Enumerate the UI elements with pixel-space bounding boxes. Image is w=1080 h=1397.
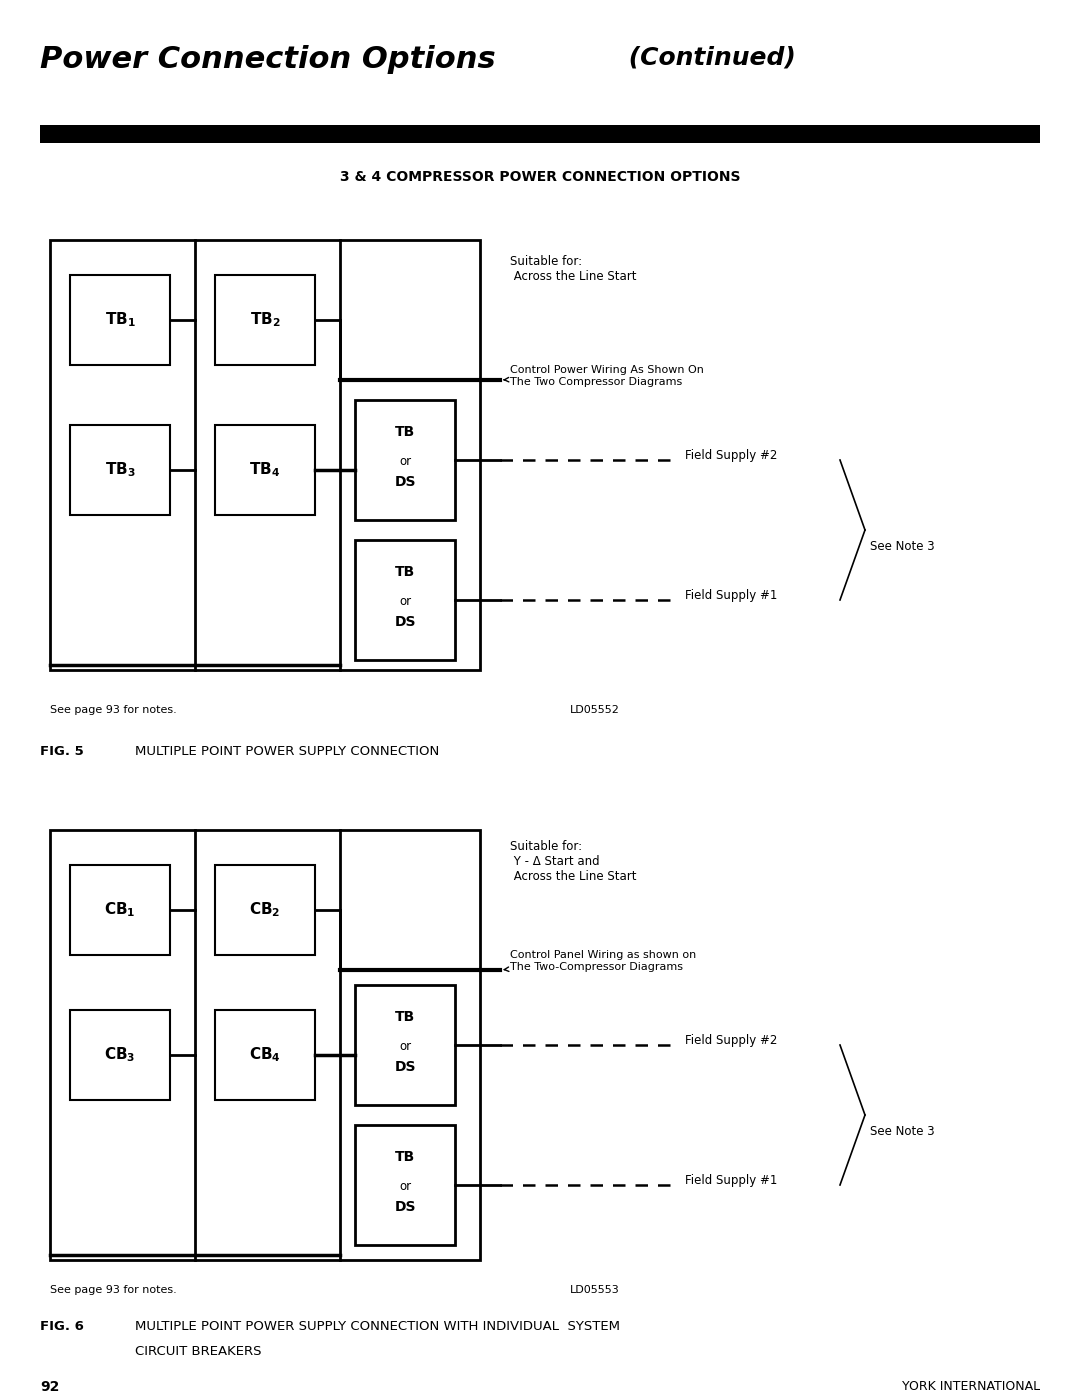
Text: Suitable for:
 Across the Line Start: Suitable for: Across the Line Start — [510, 256, 636, 284]
Text: $\mathbf{CB_4}$: $\mathbf{CB_4}$ — [249, 1045, 281, 1065]
Text: Control Power Wiring As Shown On
The Two Compressor Diagrams: Control Power Wiring As Shown On The Two… — [504, 365, 704, 387]
Text: TB: TB — [395, 1150, 415, 1164]
Text: $\mathbf{TB_3}$: $\mathbf{TB_3}$ — [105, 461, 135, 479]
Text: or: or — [399, 1180, 411, 1193]
Bar — [215, 1010, 315, 1099]
Text: LD05553: LD05553 — [570, 1285, 620, 1295]
Bar — [355, 541, 455, 659]
Text: TB: TB — [395, 425, 415, 439]
Text: TB: TB — [395, 1010, 415, 1024]
Bar — [70, 1010, 170, 1099]
Bar — [355, 985, 455, 1105]
Text: FIG. 6: FIG. 6 — [40, 1320, 84, 1333]
Bar — [215, 865, 315, 956]
Bar — [215, 275, 315, 365]
Text: (Continued): (Continued) — [620, 45, 796, 68]
Text: Field Supply #2: Field Supply #2 — [685, 1034, 778, 1046]
Text: DS: DS — [394, 615, 416, 629]
Text: See Note 3: See Note 3 — [870, 1125, 934, 1139]
Bar — [70, 425, 170, 515]
Text: or: or — [399, 595, 411, 608]
Text: DS: DS — [394, 1060, 416, 1074]
Bar — [40, 124, 1040, 142]
Bar — [50, 830, 480, 1260]
Text: $\mathbf{TB_2}$: $\mathbf{TB_2}$ — [249, 310, 281, 330]
Bar — [355, 400, 455, 520]
Text: $\mathbf{CB_1}$: $\mathbf{CB_1}$ — [104, 901, 136, 919]
Text: See page 93 for notes.: See page 93 for notes. — [50, 1285, 177, 1295]
Bar — [70, 865, 170, 956]
Text: $\mathbf{TB_1}$: $\mathbf{TB_1}$ — [105, 310, 135, 330]
Text: Power Connection Options: Power Connection Options — [40, 45, 496, 74]
Text: Control Panel Wiring as shown on
The Two-Compressor Diagrams: Control Panel Wiring as shown on The Two… — [504, 950, 697, 971]
Bar — [215, 425, 315, 515]
Text: $\mathbf{CB_3}$: $\mathbf{CB_3}$ — [105, 1045, 136, 1065]
Text: 92: 92 — [40, 1380, 59, 1394]
Text: YORK INTERNATIONAL: YORK INTERNATIONAL — [902, 1380, 1040, 1393]
Text: MULTIPLE POINT POWER SUPPLY CONNECTION WITH INDIVIDUAL  SYSTEM: MULTIPLE POINT POWER SUPPLY CONNECTION W… — [135, 1320, 620, 1333]
Text: Field Supply #1: Field Supply #1 — [685, 1173, 778, 1186]
Bar — [50, 240, 480, 671]
Text: or: or — [399, 455, 411, 468]
Text: LD05552: LD05552 — [570, 705, 620, 715]
Text: CIRCUIT BREAKERS: CIRCUIT BREAKERS — [135, 1345, 261, 1358]
Bar — [355, 1125, 455, 1245]
Text: $\mathbf{TB_4}$: $\mathbf{TB_4}$ — [249, 461, 281, 479]
Text: or: or — [399, 1039, 411, 1053]
Text: DS: DS — [394, 475, 416, 489]
Text: TB: TB — [395, 564, 415, 578]
Text: MULTIPLE POINT POWER SUPPLY CONNECTION: MULTIPLE POINT POWER SUPPLY CONNECTION — [135, 745, 440, 759]
Text: See Note 3: See Note 3 — [870, 541, 934, 553]
Text: Suitable for:
 Y - Δ Start and
 Across the Line Start: Suitable for: Y - Δ Start and Across the… — [510, 840, 636, 883]
Text: FIG. 5: FIG. 5 — [40, 745, 84, 759]
Text: See page 93 for notes.: See page 93 for notes. — [50, 705, 177, 715]
Text: $\mathbf{CB_2}$: $\mathbf{CB_2}$ — [249, 901, 281, 919]
Text: Field Supply #2: Field Supply #2 — [685, 448, 778, 461]
Text: DS: DS — [394, 1200, 416, 1214]
Bar — [70, 275, 170, 365]
Text: Field Supply #1: Field Supply #1 — [685, 588, 778, 602]
Text: 3 & 4 COMPRESSOR POWER CONNECTION OPTIONS: 3 & 4 COMPRESSOR POWER CONNECTION OPTION… — [340, 170, 740, 184]
